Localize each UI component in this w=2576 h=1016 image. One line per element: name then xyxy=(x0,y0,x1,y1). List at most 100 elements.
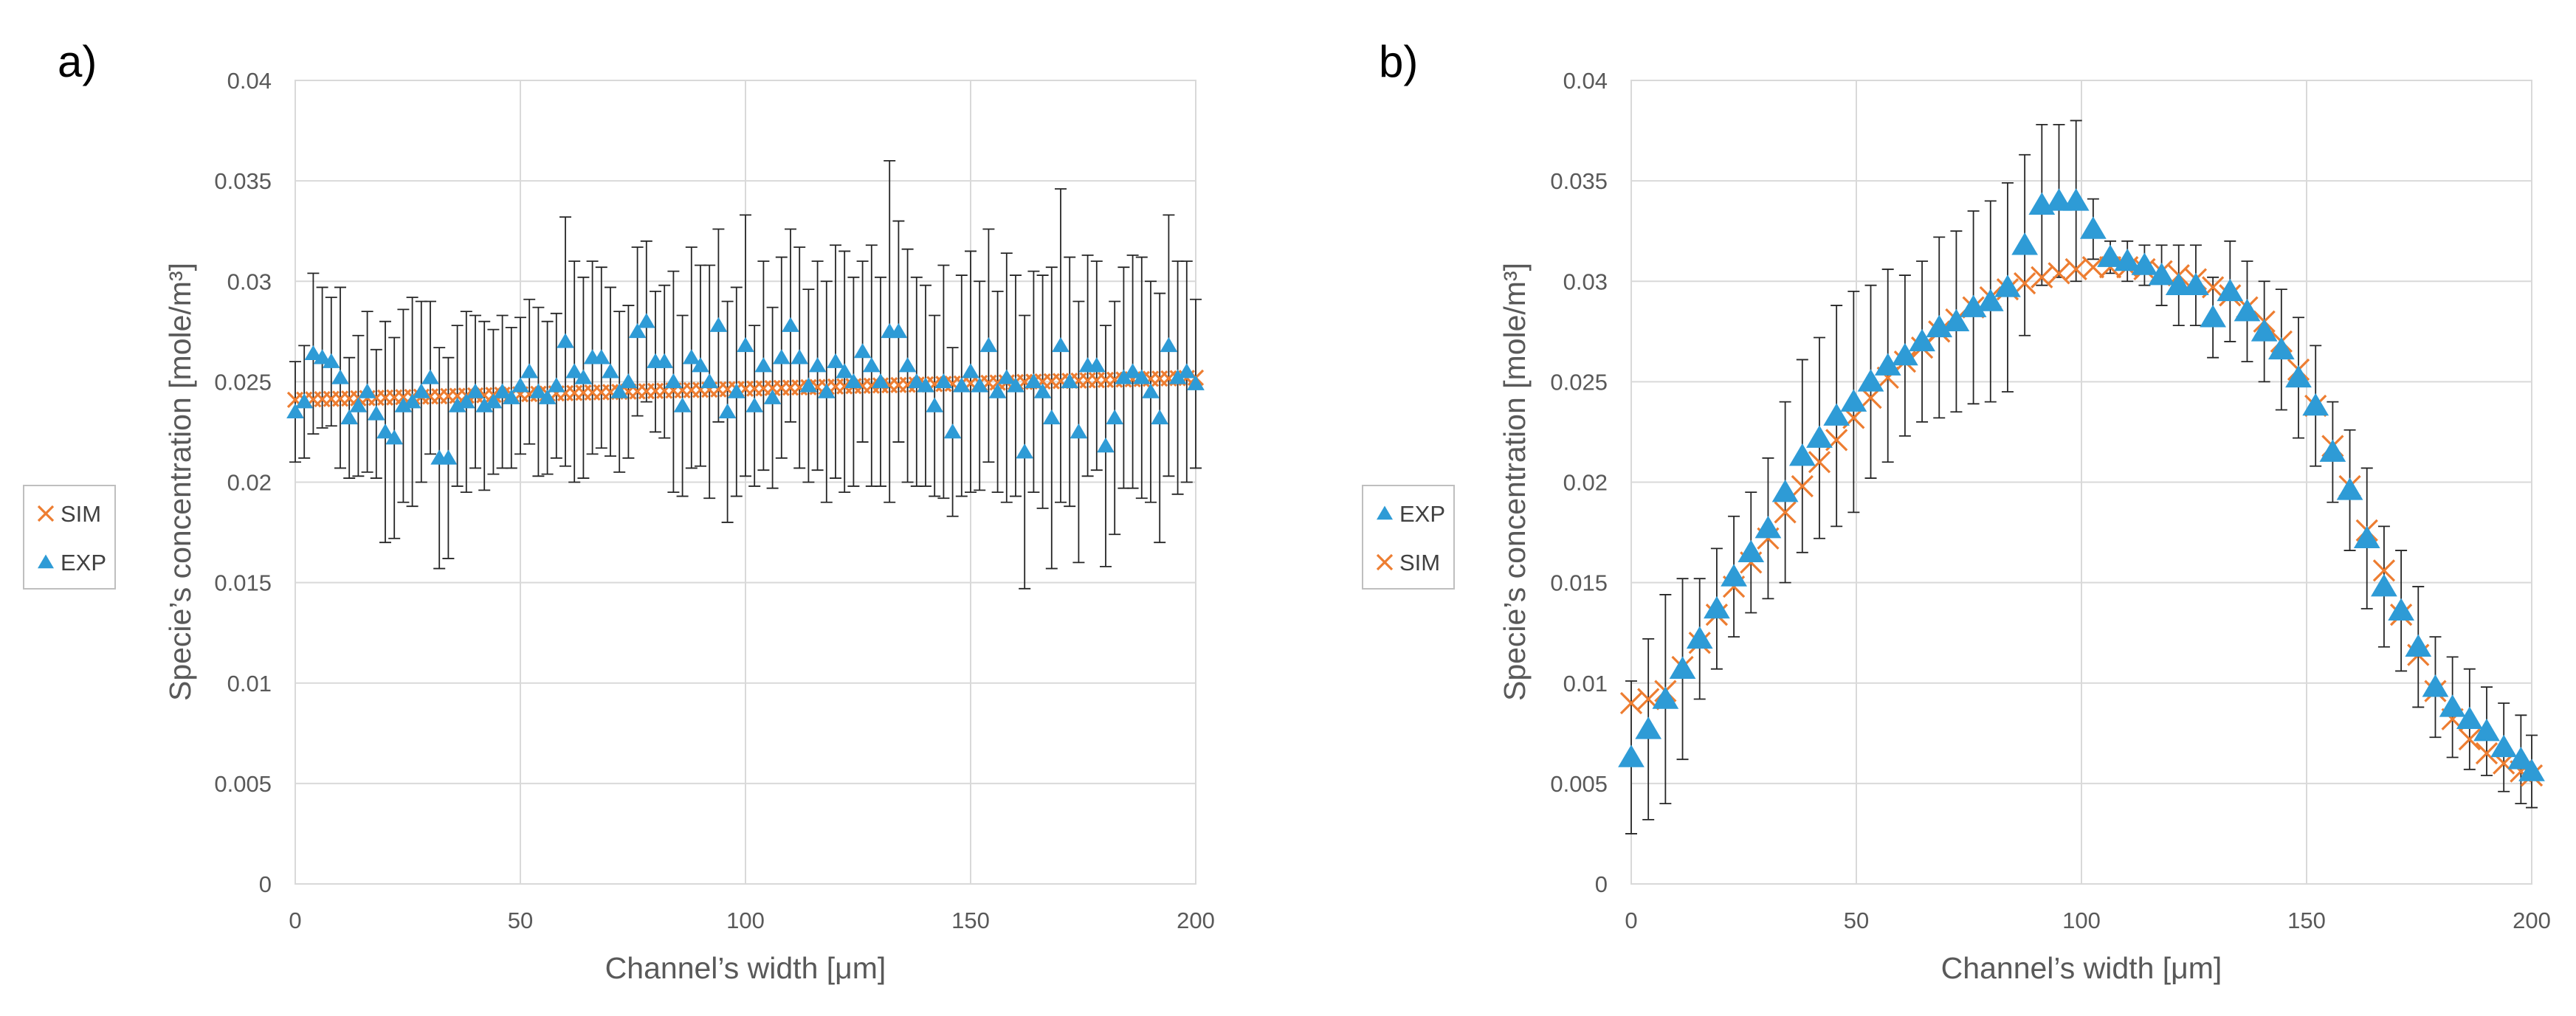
exp-point xyxy=(637,313,655,328)
exp-point xyxy=(313,349,331,364)
exp-point xyxy=(709,317,728,332)
sim-point xyxy=(2048,262,2070,285)
exp-point xyxy=(1033,383,1052,398)
exp-point xyxy=(2234,298,2261,322)
exp-point xyxy=(529,383,548,398)
exp-point xyxy=(502,389,520,404)
y-tick-label: 0.025 xyxy=(1550,369,1608,395)
exp-point xyxy=(808,357,827,373)
x-axis-title: Channel’s width [μm] xyxy=(605,951,886,985)
exp-point xyxy=(628,322,647,339)
exp-point xyxy=(2371,573,2397,597)
exp-point xyxy=(2267,336,2295,360)
exp-point xyxy=(1704,595,1730,619)
exp-point xyxy=(439,449,458,465)
exp-point xyxy=(799,377,818,393)
sim-point xyxy=(2458,728,2481,751)
exp-point xyxy=(322,353,340,368)
exp-point xyxy=(1754,515,1782,539)
x-tick-label: 200 xyxy=(2513,908,2551,933)
exp-point xyxy=(2456,706,2483,730)
exp-point xyxy=(304,345,323,361)
exp-point xyxy=(1123,363,1142,379)
exp-point xyxy=(349,397,368,412)
exp-point xyxy=(2518,758,2545,781)
exp-point xyxy=(2285,364,2312,388)
legend: SIM EXP xyxy=(23,485,116,590)
exp-point xyxy=(692,357,709,373)
exp-point xyxy=(943,424,962,439)
panel-letter: b) xyxy=(1379,37,1418,86)
exp-point xyxy=(457,393,475,409)
sim-point xyxy=(1808,451,1831,474)
exp-point xyxy=(1721,564,1747,587)
exp-point xyxy=(1618,744,1645,767)
exp-point xyxy=(1738,539,1765,563)
exp-point xyxy=(286,403,304,418)
exp-point xyxy=(655,353,674,368)
exp-point xyxy=(926,397,944,412)
exp-point xyxy=(358,383,376,398)
exp-point xyxy=(853,343,872,359)
legend-sim-marker xyxy=(37,505,55,522)
exp-point xyxy=(682,349,700,364)
y-axis-title: Specie’s concentration [mole/m³] xyxy=(1498,263,1532,701)
exp-point xyxy=(2165,272,2192,295)
exp-point xyxy=(1142,383,1160,398)
exp-point xyxy=(1042,409,1061,425)
exp-point xyxy=(367,405,385,421)
sim-point xyxy=(2014,272,2036,295)
exp-point xyxy=(376,424,394,439)
exp-point xyxy=(1652,686,1679,709)
y-tick-label: 0.03 xyxy=(227,269,272,294)
exp-point xyxy=(2439,694,2466,717)
exp-point xyxy=(1070,424,1088,439)
exp-point xyxy=(1007,377,1024,393)
exp-point xyxy=(331,369,349,384)
exp-point xyxy=(493,383,512,398)
exp-point xyxy=(2079,216,2107,239)
exp-point xyxy=(1160,336,1178,353)
sim-point xyxy=(1619,691,1643,715)
exp-point xyxy=(1857,369,1884,392)
y-tick-label: 0.01 xyxy=(1563,671,1608,697)
exp-point xyxy=(700,373,719,389)
exp-point xyxy=(2302,393,2329,416)
x-tick-label: 100 xyxy=(726,908,765,933)
exp-point xyxy=(2045,188,2073,211)
exp-point xyxy=(673,397,692,412)
exp-point xyxy=(791,349,809,364)
exp-point xyxy=(1686,626,1713,649)
y-axis-title: Specie’s concentration [mole/m³] xyxy=(163,263,197,701)
x-tick-label: 50 xyxy=(1844,908,1869,933)
panel-letter: a) xyxy=(58,37,97,86)
sim-point xyxy=(2031,266,2053,288)
exp-point xyxy=(1926,314,1953,338)
y-tick-label: 0.035 xyxy=(1550,168,1608,194)
exp-point xyxy=(862,357,881,373)
y-tick-label: 0.04 xyxy=(1563,68,1608,94)
x-tick-label: 0 xyxy=(289,908,301,933)
exp-point xyxy=(898,357,917,373)
exp-point xyxy=(1806,425,1833,448)
exp-point xyxy=(971,377,989,393)
exp-point xyxy=(2473,718,2500,742)
x-tick-label: 150 xyxy=(2287,908,2326,933)
exp-point xyxy=(547,377,565,393)
exp-point xyxy=(1788,443,1816,466)
exp-point xyxy=(2405,634,2432,657)
x-tick-label: 150 xyxy=(951,908,990,933)
exp-point xyxy=(836,363,854,379)
sim-point xyxy=(2475,742,2498,765)
exp-point xyxy=(538,389,557,404)
sim-point xyxy=(2081,256,2104,279)
exp-point xyxy=(412,383,430,398)
exp-point xyxy=(1097,438,1115,453)
exp-point xyxy=(1106,409,1124,425)
exp-point xyxy=(2422,674,2449,697)
exp-point xyxy=(718,403,737,418)
exp-point xyxy=(602,363,619,379)
exp-point xyxy=(907,373,926,389)
exp-point xyxy=(817,383,836,398)
exp-point xyxy=(917,377,934,393)
